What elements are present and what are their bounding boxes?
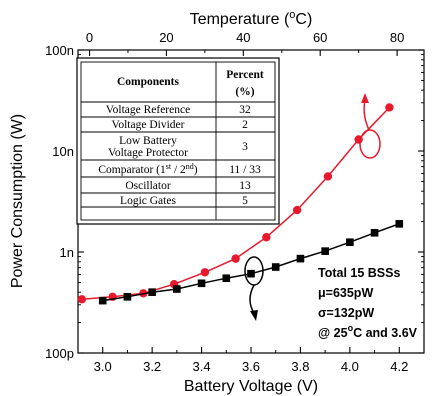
temperature-arrow-head xyxy=(361,93,369,103)
top-axis-tick-label: 20 xyxy=(159,30,173,45)
left-axis-tick-label: 100p xyxy=(45,346,74,361)
data-point-voltage xyxy=(321,247,329,255)
table-row-name: Voltage Divider xyxy=(112,119,185,131)
data-point-temperature xyxy=(385,103,394,112)
data-point-temperature xyxy=(323,172,333,181)
top-axis: 0 20 40 60 80 xyxy=(86,30,404,56)
top-axis-tick-label: 40 xyxy=(236,30,250,45)
data-point-voltage xyxy=(296,254,305,263)
table-border xyxy=(76,57,280,225)
data-point-voltage xyxy=(98,296,107,305)
table-row-value: 5 xyxy=(242,195,248,207)
table-header-components: Components xyxy=(117,76,180,88)
left-axis-tick-label: 1n xyxy=(60,245,74,260)
bottom-axis-title: Battery Voltage (V) xyxy=(184,378,318,395)
bottom-axis-tick-label: 3.0 xyxy=(94,359,112,374)
svg-text:σ=132pW: σ=132pW xyxy=(318,306,374,320)
table-row-name: Logic Gates xyxy=(120,195,176,207)
data-point-voltage xyxy=(247,269,255,278)
statistics-annotation: Total 15 BSSs μ=635pW σ=132pW @ 25oC and… xyxy=(318,266,418,340)
table-row-value: 11 / 33 xyxy=(229,164,261,176)
top-axis-title: Temperature (oC) xyxy=(190,9,313,28)
data-point-voltage xyxy=(370,228,379,237)
voltage-arrow-head xyxy=(250,310,258,321)
data-point-voltage xyxy=(395,220,404,228)
table-row-value: 13 xyxy=(239,180,251,192)
data-point-temperature xyxy=(200,268,210,277)
bottom-axis-tick-label: 4.0 xyxy=(341,359,359,374)
bottom-axis: 3.0 3.2 3.4 3.6 3.8 4.0 4.2 xyxy=(94,347,408,374)
data-point-voltage xyxy=(197,279,206,288)
left-axis-tick-label: 100n xyxy=(45,43,74,58)
table-row-name: Low Battery xyxy=(119,135,177,147)
svg-text:Total 15 BSSs: Total 15 BSSs xyxy=(318,266,400,280)
svg-text:@ 25oC and 3.6V: @ 25oC and 3.6V xyxy=(318,323,418,340)
table-row-value: 32 xyxy=(239,104,251,116)
top-axis-tick-label: 0 xyxy=(86,30,93,45)
top-axis-tick-label: 80 xyxy=(390,30,404,45)
temperature-axis-arrow xyxy=(363,99,370,131)
data-point-voltage xyxy=(123,293,132,301)
table-row-name: Voltage Protector xyxy=(108,147,188,159)
table-row-value: 3 xyxy=(242,141,248,153)
table-row-name: Oscillator xyxy=(125,180,171,192)
data-point-voltage xyxy=(346,238,354,247)
left-axis-title: Power Consumption (W) xyxy=(9,114,26,288)
table-row-name: Comparator (1st / 2nd) xyxy=(98,162,197,176)
bottom-axis-tick-label: 3.6 xyxy=(242,359,260,374)
data-point-voltage xyxy=(222,274,231,283)
data-point-voltage xyxy=(271,263,280,271)
table-row-name: Voltage Reference xyxy=(106,104,190,116)
table-row-value: 2 xyxy=(242,119,248,131)
temperature-series-indicator xyxy=(359,129,381,159)
data-point-temperature xyxy=(77,295,87,304)
data-point-temperature xyxy=(262,233,271,242)
bottom-axis-tick-label: 3.8 xyxy=(291,359,309,374)
component-table: Components Percent (%) Voltage Reference… xyxy=(76,57,280,225)
svg-text:μ=635pW: μ=635pW xyxy=(318,286,373,300)
data-point-voltage xyxy=(148,288,156,296)
left-axis-tick-label: 10n xyxy=(52,144,74,159)
table-header-percent-unit: (%) xyxy=(235,86,254,98)
series-layer xyxy=(77,103,404,305)
data-point-temperature xyxy=(231,254,240,263)
data-point-temperature xyxy=(292,205,302,215)
table-inner-border xyxy=(80,61,276,221)
bottom-axis-tick-label: 3.4 xyxy=(193,359,211,374)
table-header-percent: Percent xyxy=(226,69,264,81)
data-point-voltage xyxy=(173,285,181,293)
voltage-axis-arrow xyxy=(249,284,255,314)
bottom-axis-tick-label: 3.2 xyxy=(143,359,161,374)
bottom-axis-tick-label: 4.2 xyxy=(390,359,408,374)
top-axis-tick-label: 60 xyxy=(313,30,327,45)
